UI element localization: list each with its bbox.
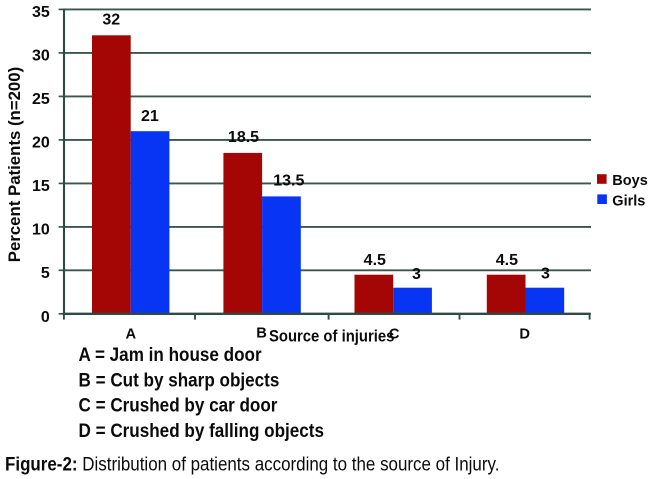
svg-text:21: 21	[141, 108, 159, 125]
svg-text:30: 30	[32, 48, 50, 65]
svg-text:3: 3	[412, 266, 421, 283]
svg-text:A: A	[125, 326, 136, 342]
svg-text:13.5: 13.5	[273, 173, 304, 190]
svg-text:B: B	[256, 326, 267, 342]
svg-text:D = Crushed by falling objects: D = Crushed by falling objects	[79, 420, 324, 441]
svg-text:32: 32	[102, 11, 120, 28]
svg-text:Percent Patients (n=200): Percent Patients (n=200)	[5, 67, 24, 262]
svg-text:B = Cut by sharp objects: B = Cut by sharp objects	[79, 369, 280, 390]
svg-text:4.5: 4.5	[364, 252, 386, 269]
svg-text:Boys: Boys	[612, 173, 647, 189]
svg-text:Figure-2: Distribution of pati: Figure-2: Distribution of patients accor…	[5, 452, 499, 474]
svg-text:C = Crushed by car door: C = Crushed by car door	[79, 395, 278, 416]
svg-text:20: 20	[32, 135, 50, 152]
svg-text:35: 35	[32, 4, 50, 21]
svg-text:Girls: Girls	[612, 194, 645, 210]
svg-text:C: C	[389, 326, 400, 342]
svg-text:25: 25	[32, 91, 50, 108]
svg-text:10: 10	[32, 222, 50, 239]
svg-text:18.5: 18.5	[228, 129, 259, 146]
svg-text:3: 3	[541, 266, 550, 283]
svg-text:4.5: 4.5	[496, 252, 518, 269]
svg-text:D: D	[519, 326, 530, 342]
svg-text:15: 15	[32, 178, 50, 195]
svg-text:Source of injuries: Source of injuries	[269, 328, 395, 346]
svg-text:0: 0	[41, 309, 50, 326]
svg-text:5: 5	[41, 265, 50, 282]
svg-text:A = Jam in house door: A = Jam in house door	[79, 344, 262, 365]
